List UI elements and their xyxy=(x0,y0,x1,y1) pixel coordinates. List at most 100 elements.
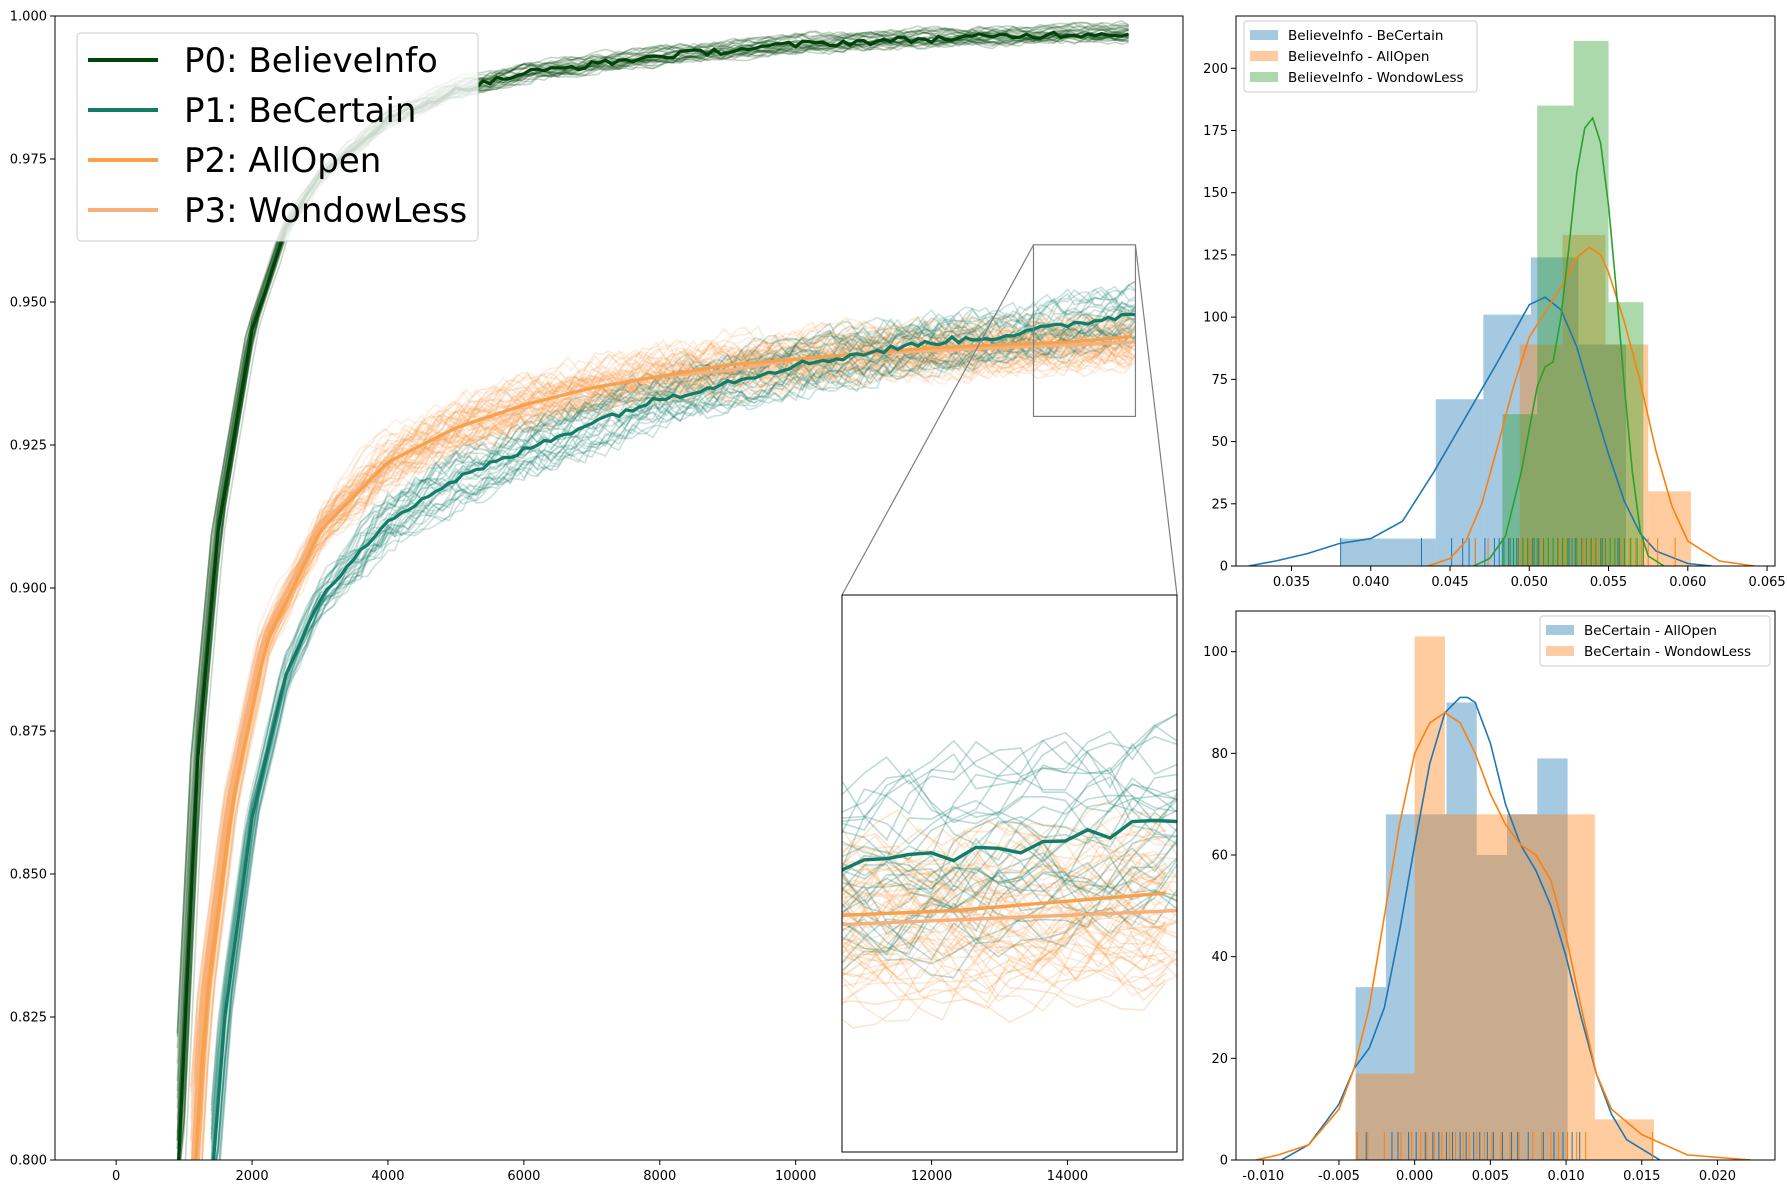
inset-run-line xyxy=(842,788,1177,861)
x-tick-label: 14000 xyxy=(1047,1169,1088,1184)
rug-1 xyxy=(1356,1132,1653,1160)
inset-run-line xyxy=(842,863,1177,921)
x-tick-label: 0.000 xyxy=(1396,1169,1433,1184)
run-line xyxy=(212,289,1136,1160)
run-line xyxy=(190,353,1137,1154)
zoom-region-box xyxy=(1032,244,1137,418)
y-tick-label: 0.850 xyxy=(10,868,47,883)
x-tick-label: 0.005 xyxy=(1472,1169,1509,1184)
run-line xyxy=(193,343,1133,1159)
inset-run-line xyxy=(842,810,1177,910)
legend-entry: BeCertain - WondowLess xyxy=(1584,644,1751,660)
y-tick-label: 75 xyxy=(1211,373,1228,388)
inset-run-line xyxy=(842,892,1177,987)
zoom-connector-line xyxy=(1134,244,1178,596)
run-line xyxy=(191,306,1136,1160)
inset-run-line xyxy=(842,852,1167,934)
run-line xyxy=(196,314,1133,1160)
inset-run-line xyxy=(842,811,1177,892)
inset-run-line xyxy=(842,857,1177,979)
run-line xyxy=(219,316,1137,1160)
legend-swatch xyxy=(1546,646,1574,656)
hist-bar xyxy=(1648,491,1691,566)
inset-run-line xyxy=(842,879,1177,961)
inset-run-line xyxy=(842,864,1167,916)
run-line xyxy=(193,311,1133,1160)
inset-run-line xyxy=(842,809,1167,867)
x-tick-label: 2000 xyxy=(236,1169,269,1184)
run-line xyxy=(201,323,1133,1160)
run-line xyxy=(198,332,1136,1160)
x-tick-label: -0.005 xyxy=(1318,1169,1360,1184)
x-tick-label: 0.055 xyxy=(1590,575,1627,590)
x-tick-label: 12000 xyxy=(911,1169,952,1184)
inset-run-line xyxy=(842,913,1177,1002)
run-line xyxy=(197,350,1136,1160)
legend-swatch xyxy=(1546,625,1574,635)
run-line xyxy=(201,341,1133,1160)
inset-run-line xyxy=(842,948,1167,1029)
y-tick-label: 0.975 xyxy=(10,153,47,168)
inset-run-line xyxy=(842,827,1177,915)
x-tick-label: 0 xyxy=(112,1169,120,1184)
run-line xyxy=(215,291,1136,1160)
run-line xyxy=(190,321,1137,1093)
run-line xyxy=(210,288,1136,1123)
top-histogram-chart: 0.035 0.040 0.045 0.050 0.055 0.060 0.065 0 25 50… xyxy=(1203,15,1786,590)
legend-entry: P1: BeCertain xyxy=(184,91,416,131)
run-line xyxy=(213,324,1136,1160)
legend-entry: P3: WondowLess xyxy=(184,191,467,231)
inset-run-line xyxy=(842,724,1177,834)
x-tick-label: -0.010 xyxy=(1242,1169,1284,1184)
hist-bar xyxy=(1519,344,1563,566)
inset-run-line xyxy=(842,740,1177,877)
hist-axes-frame xyxy=(1235,15,1776,567)
inset-run-line xyxy=(842,713,1177,796)
hist-bar xyxy=(1507,814,1538,1160)
inset-run-line xyxy=(842,747,1177,842)
inset-run-line xyxy=(842,776,1177,888)
inset-run-line xyxy=(842,911,1167,1010)
run-line xyxy=(195,311,1133,1160)
run-line xyxy=(210,283,1136,1139)
hist-axes-frame xyxy=(1235,610,1776,1161)
y-tick-label: 0.825 xyxy=(10,1011,47,1026)
kde-curve-1 xyxy=(1255,711,1751,1160)
hist-bar xyxy=(1355,1073,1415,1160)
hist-bar xyxy=(1608,302,1644,566)
hist-bar xyxy=(1476,855,1508,1160)
x-tick-label: 0.050 xyxy=(1511,575,1548,590)
run-line xyxy=(198,338,1136,1160)
legend-entry: BelieveInfo - BeCertain xyxy=(1288,28,1443,44)
run-line xyxy=(194,346,1133,1160)
inset-run-line xyxy=(842,839,1177,953)
y-tick-label: 100 xyxy=(1203,311,1228,326)
bottom-histogram-chart: -0.010 -0.005 0.000 0.005 0.010 0.015 0.020 0 20… xyxy=(1203,610,1776,1184)
inset-run-line xyxy=(842,868,1177,966)
hist-bars-1 xyxy=(1355,636,1654,1160)
inset-run-line xyxy=(842,899,1177,968)
hist-legend: BelieveInfo - BeCertain BelieveInfo - All… xyxy=(1243,20,1478,93)
inset-run-line xyxy=(842,794,1177,884)
inset-run-line xyxy=(842,808,1167,877)
y-tick-label: 150 xyxy=(1203,186,1228,201)
inset-run-line xyxy=(842,782,1177,860)
run-line xyxy=(196,309,1133,1160)
legend-box xyxy=(1539,615,1771,667)
run-line xyxy=(210,329,1137,1149)
run-line xyxy=(190,326,1136,1143)
inset-run-line xyxy=(842,929,1177,1006)
inset-run-line xyxy=(842,859,1177,940)
inset-run-line xyxy=(842,925,1167,988)
kde-curve-0 xyxy=(1281,696,1661,1160)
inset-run-line xyxy=(842,902,1177,963)
y-tick-label: 60 xyxy=(1211,849,1228,864)
y-tick-label: 0.900 xyxy=(10,582,47,597)
inset-frame xyxy=(841,594,1178,1153)
run-line xyxy=(196,309,1133,1160)
y-tick-label: 200 xyxy=(1203,62,1228,77)
series-runs-1 xyxy=(210,280,1137,1160)
inset-run-line xyxy=(842,742,1177,845)
x-tick-label: 10000 xyxy=(775,1169,816,1184)
